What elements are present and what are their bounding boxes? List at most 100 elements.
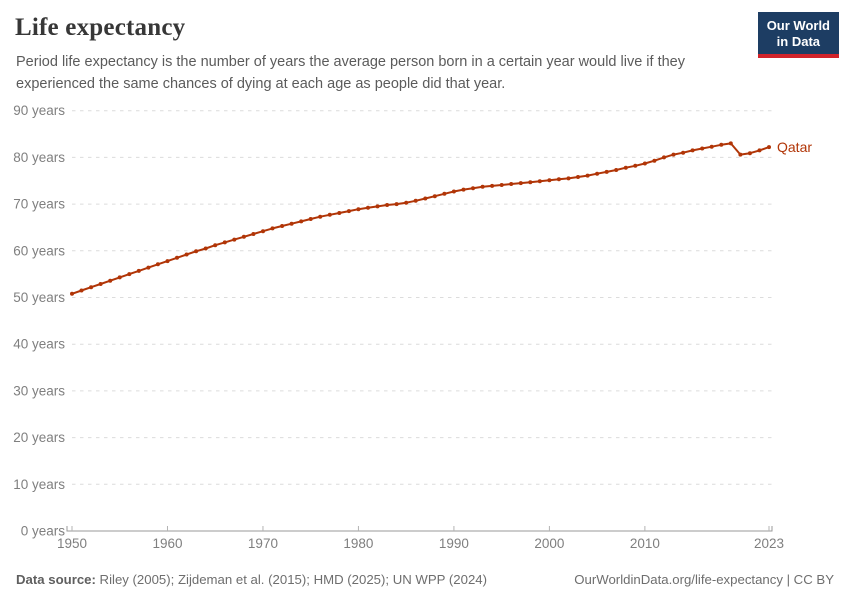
x-axis-tick-label: 1960 <box>152 536 182 551</box>
chart-subtitle: Period life expectancy is the number of … <box>16 54 685 92</box>
data-point[interactable] <box>155 262 160 267</box>
series-line-qatar[interactable] <box>71 142 770 295</box>
y-axis-tick-label: 80 years <box>13 150 65 165</box>
data-point[interactable] <box>719 142 724 147</box>
data-point[interactable] <box>614 168 619 172</box>
data-source-label: Data source: <box>16 572 96 587</box>
series-label-qatar: Qatar <box>777 139 812 155</box>
y-axis-tick-label: 0 years <box>21 524 66 539</box>
data-point[interactable] <box>356 207 361 212</box>
data-point[interactable] <box>261 229 265 234</box>
data-point[interactable] <box>461 187 466 192</box>
data-point[interactable] <box>232 237 237 242</box>
y-axis-tick-label: 40 years <box>13 337 65 352</box>
data-point[interactable] <box>165 259 170 264</box>
data-point[interactable] <box>709 144 714 149</box>
data-point[interactable] <box>194 249 199 254</box>
data-point[interactable] <box>681 150 686 155</box>
data-source: Data source: Riley (2005); Zijdeman et a… <box>16 572 487 587</box>
page-title: Life expectancy <box>15 14 186 41</box>
data-point[interactable] <box>471 186 475 191</box>
x-axis-line <box>66 526 773 532</box>
data-point[interactable] <box>566 176 571 181</box>
y-axis-tick-label: 20 years <box>13 430 65 445</box>
data-point[interactable] <box>547 178 552 183</box>
data-point[interactable] <box>117 275 122 280</box>
data-point[interactable] <box>241 234 246 239</box>
data-point[interactable] <box>299 219 304 224</box>
data-point[interactable] <box>528 180 533 185</box>
data-point[interactable] <box>537 179 542 184</box>
data-point[interactable] <box>423 196 428 201</box>
data-point[interactable] <box>404 200 409 205</box>
data-source-text: Riley (2005); Zijdeman et al. (2015); HM… <box>95 572 488 587</box>
data-point[interactable] <box>98 282 103 286</box>
data-point[interactable] <box>337 211 342 215</box>
data-point[interactable] <box>556 177 561 182</box>
data-point[interactable] <box>203 246 208 251</box>
data-point[interactable] <box>451 189 456 194</box>
data-point[interactable] <box>184 252 189 257</box>
data-point[interactable] <box>79 288 84 293</box>
data-point[interactable] <box>442 191 447 196</box>
data-point[interactable] <box>690 148 695 153</box>
data-point[interactable] <box>728 141 733 146</box>
data-point[interactable] <box>346 209 351 214</box>
data-point[interactable] <box>633 163 638 168</box>
data-point[interactable] <box>518 181 523 186</box>
data-point[interactable] <box>747 151 752 156</box>
data-point[interactable] <box>318 214 323 219</box>
data-point[interactable] <box>499 183 504 187</box>
x-axis-tick-label: 2000 <box>534 536 564 551</box>
data-point[interactable] <box>213 243 218 248</box>
data-point[interactable] <box>662 155 666 160</box>
data-point[interactable] <box>671 152 676 157</box>
x-axis-tick-label: 1990 <box>439 536 469 551</box>
data-point[interactable] <box>432 194 437 199</box>
data-point[interactable] <box>394 202 399 207</box>
y-axis-tick-label: 50 years <box>13 290 65 305</box>
data-point[interactable] <box>700 146 705 151</box>
data-point[interactable] <box>251 232 256 236</box>
x-axis-tick-label: 2010 <box>630 536 660 551</box>
y-axis-tick-label: 90 years <box>13 103 65 118</box>
data-point[interactable] <box>280 224 285 228</box>
data-point[interactable] <box>757 148 762 153</box>
y-axis-tick-label: 30 years <box>13 383 65 398</box>
data-point[interactable] <box>509 182 514 186</box>
data-point[interactable] <box>70 291 74 296</box>
data-point[interactable] <box>738 152 743 157</box>
data-point[interactable] <box>385 203 390 207</box>
data-point[interactable] <box>327 212 332 217</box>
logo-line-2: in Data <box>776 33 821 49</box>
data-point[interactable] <box>222 240 227 245</box>
data-point[interactable] <box>413 198 418 203</box>
data-point[interactable] <box>308 217 313 221</box>
data-point[interactable] <box>595 171 600 176</box>
data-point[interactable] <box>480 184 485 189</box>
data-point[interactable] <box>576 175 580 179</box>
x-axis-tick-label: 1950 <box>57 536 87 551</box>
owid-logo[interactable]: Our World in Data <box>757 12 839 59</box>
data-point[interactable] <box>136 268 141 273</box>
data-point[interactable] <box>767 145 771 150</box>
data-point[interactable] <box>289 221 294 226</box>
data-point[interactable] <box>146 265 151 270</box>
data-point[interactable] <box>375 204 380 209</box>
owid-url-link[interactable]: OurWorldinData.org/life-expectancy | CC … <box>574 572 834 587</box>
data-point[interactable] <box>175 255 179 260</box>
data-point[interactable] <box>108 278 113 283</box>
data-point[interactable] <box>89 285 94 290</box>
data-point[interactable] <box>652 158 657 163</box>
data-point[interactable] <box>366 205 370 210</box>
y-axis-tick-label: 10 years <box>13 477 65 492</box>
data-point[interactable] <box>604 169 609 174</box>
data-point[interactable] <box>127 272 132 277</box>
data-point[interactable] <box>490 183 495 188</box>
data-point[interactable] <box>585 173 590 178</box>
data-point[interactable] <box>270 226 275 231</box>
data-point[interactable] <box>642 161 647 166</box>
data-point[interactable] <box>623 165 628 170</box>
